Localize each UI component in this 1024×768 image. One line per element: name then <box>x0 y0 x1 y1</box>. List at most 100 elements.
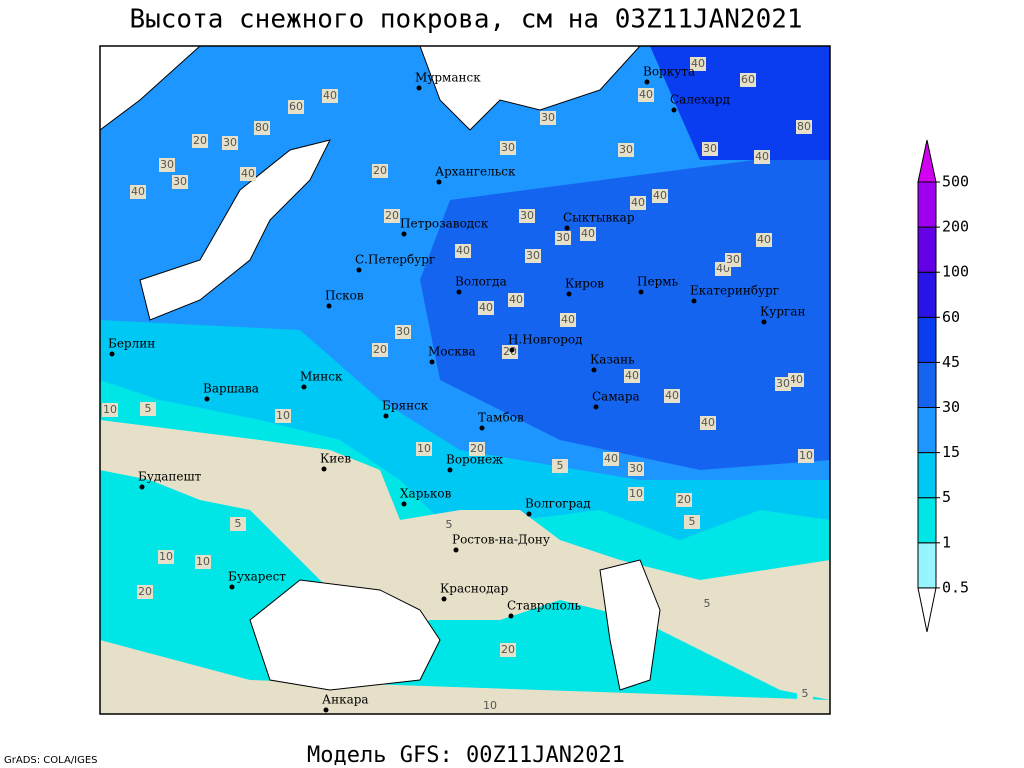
contour-label-box <box>618 143 634 157</box>
black-sea <box>249 579 441 691</box>
city-label: Минск <box>300 370 343 384</box>
colorbar-box <box>917 271 937 318</box>
city-dot <box>301 384 307 390</box>
contour-label: 20 <box>501 643 515 656</box>
city-label: Вологда <box>455 275 507 289</box>
contour-label-box <box>756 233 772 247</box>
city-label: Архангельск <box>435 165 516 179</box>
contour-label-box <box>372 164 388 178</box>
city-dot <box>326 303 332 309</box>
city-dot <box>139 484 145 490</box>
city-label: Москва <box>428 345 476 359</box>
colorbar-box <box>917 181 937 228</box>
city-dot <box>447 467 453 473</box>
city-dot <box>229 584 235 590</box>
contour-label: 5 <box>802 687 809 700</box>
contour-label: 40 <box>691 57 705 70</box>
contour-label: 40 <box>561 313 575 326</box>
contour-label: 40 <box>479 301 493 314</box>
contour-label-box <box>788 373 804 387</box>
city-dot <box>383 413 389 419</box>
contour-label: 30 <box>173 175 187 188</box>
norwegian-sea <box>100 46 201 131</box>
contour-label-box <box>508 293 524 307</box>
city-dot <box>109 351 115 357</box>
colorbar-box <box>917 542 937 589</box>
city-label: Ростов-на-Дону <box>452 533 550 547</box>
contour-label-box <box>702 142 718 156</box>
contour-label-box <box>230 517 246 531</box>
map-frame <box>99 45 831 715</box>
city-dot <box>566 291 572 297</box>
contour-label-box <box>140 402 156 416</box>
contour-label: 5 <box>235 517 242 530</box>
city-dot <box>671 107 677 113</box>
contour-label: 20 <box>470 442 484 455</box>
contour-label: 40 <box>653 189 667 202</box>
contour-label-box <box>395 325 411 339</box>
contour-label: 40 <box>757 233 771 246</box>
city-label: Бухарест <box>228 570 286 584</box>
contour-label-box <box>664 389 680 403</box>
contour-label: 10 <box>159 550 173 563</box>
contour-label-box <box>441 518 457 532</box>
city-label: Краснодар <box>440 582 509 596</box>
contour-label: 40 <box>631 196 645 209</box>
city-dot <box>509 347 515 353</box>
city-label: Воронеж <box>446 453 503 467</box>
contour-label-box <box>195 555 211 569</box>
contour-label-box <box>798 449 814 463</box>
contour-label-box <box>500 643 516 657</box>
city-dot <box>691 298 697 304</box>
contour-label: 40 <box>241 167 255 180</box>
city-dot <box>416 85 422 91</box>
contour-label: 30 <box>223 136 237 149</box>
contour-label-box <box>603 452 619 466</box>
city-label: Петрозаводск <box>400 217 489 231</box>
contour-label: 30 <box>556 231 570 244</box>
contour-label-box <box>137 585 153 599</box>
colorbar-label: 45 <box>942 353 960 371</box>
colorbar-label: 0.5 <box>942 578 969 596</box>
contour-label: 20 <box>677 493 691 506</box>
city-label: Екатеринбург <box>690 284 779 298</box>
contour-label-box <box>725 253 741 267</box>
contour-label: 40 <box>581 227 595 240</box>
city-label: С.Петербург <box>355 253 435 267</box>
contour-label-box <box>560 313 576 327</box>
colorbar-label: 500 <box>942 173 969 191</box>
contour-label-box <box>796 120 812 134</box>
colorbar-label: 15 <box>942 443 960 461</box>
city-label: Ставрополь <box>507 599 581 613</box>
contour-label-box <box>275 409 291 423</box>
city-dot <box>591 367 597 373</box>
contour-label: 60 <box>289 100 303 113</box>
contour-label: 40 <box>131 185 145 198</box>
colorbar-label: 1 <box>942 533 951 551</box>
contour-label-box <box>775 377 791 391</box>
contour-label: 5 <box>446 518 453 531</box>
contour-label: 20 <box>373 343 387 356</box>
contour-label-box <box>638 88 654 102</box>
contour-label-box <box>372 343 388 357</box>
contour-label-box <box>552 459 568 473</box>
contour-label: 30 <box>726 253 740 266</box>
colorbar-box <box>917 316 937 363</box>
city-label: Тамбов <box>478 411 524 425</box>
contour-label-box <box>254 121 270 135</box>
colorbar-under <box>917 587 937 633</box>
contour-label-box <box>240 167 256 181</box>
contour-label: 10 <box>417 442 431 455</box>
city-label: Самара <box>592 390 640 404</box>
city-dot <box>323 707 329 713</box>
contour-label: 40 <box>755 150 769 163</box>
credit: GrADS: COLA/IGES <box>4 755 98 766</box>
barents-sea <box>419 46 641 131</box>
city-label: Мурманск <box>415 71 481 85</box>
city-label: Киров <box>565 277 604 291</box>
colorbar-label: 30 <box>942 398 960 416</box>
city-label: Курган <box>760 305 805 319</box>
contour-label: 5 <box>145 402 152 415</box>
contour-label-box <box>555 231 571 245</box>
